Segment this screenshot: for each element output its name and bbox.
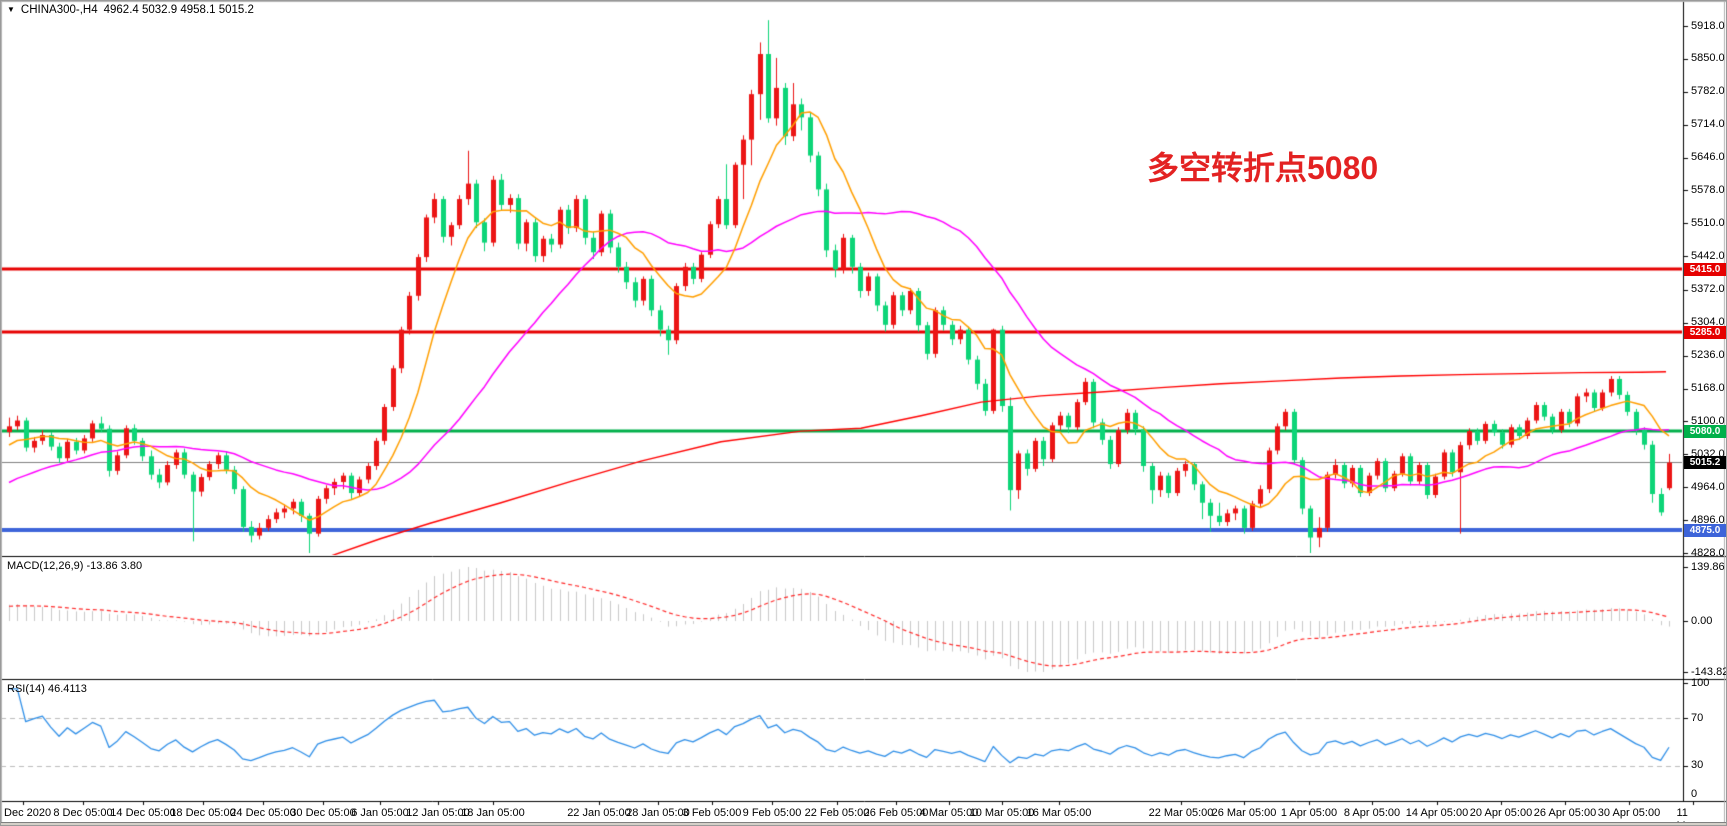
price-axis-tick: 5850.0 xyxy=(1691,52,1725,65)
rsi-indicator-label: RSI(14) 46.4113 xyxy=(7,683,87,695)
rsi-axis-tick: 100 xyxy=(1691,676,1710,689)
price-axis-tick: 5236.0 xyxy=(1691,349,1725,362)
time-axis-label: 1 Apr 05:00 xyxy=(1280,807,1338,819)
time-axis-label: 4 Mar 05:00 xyxy=(919,807,979,819)
price-axis-tick: 5918.0 xyxy=(1691,19,1725,32)
time-axis-label: 26 Mar 05:00 xyxy=(1211,807,1277,819)
time-axis-label: 14 Dec 05:00 xyxy=(110,807,176,819)
time-axis-label: 24 Dec 05:00 xyxy=(230,807,296,819)
time-axis-label: 20 Apr 05:00 xyxy=(1469,807,1533,819)
symbol-period-label: CHINA300-,H4 xyxy=(20,4,98,16)
chart-annotation-text: 多空转折点5080 xyxy=(1147,150,1379,186)
rsi-axis-tick: 30 xyxy=(1691,759,1704,772)
time-axis-label: 28 Jan 05:00 xyxy=(626,807,690,819)
ohlc-values: 4962.4 5032.9 4958.1 5015.2 xyxy=(103,4,254,16)
time-axis-label: 26 Feb 05:00 xyxy=(863,807,929,819)
time-axis-label: 8 Apr 05:00 xyxy=(1343,807,1401,819)
time-axis-label: 9 Feb 05:00 xyxy=(742,807,802,819)
price-axis-tick: 5578.0 xyxy=(1691,183,1725,196)
time-axis-label: 30 Apr 05:00 xyxy=(1597,807,1661,819)
time-axis-label: 6 Jan 05:00 xyxy=(351,807,409,819)
price-axis-tick: 5168.0 xyxy=(1691,382,1725,395)
price-axis-tick: 4828.0 xyxy=(1691,546,1725,559)
time-axis-label: 8 Dec 05:00 xyxy=(53,807,113,819)
price-level-tag: 5080.0 xyxy=(1684,424,1726,438)
time-axis-label: 22 Jan 05:00 xyxy=(567,807,631,819)
macd-axis-tick: 139.86 xyxy=(1691,560,1725,573)
time-axis-label: 14 Apr 05:00 xyxy=(1405,807,1469,819)
time-axis-label: 3 Feb 05:00 xyxy=(682,807,742,819)
price-axis-tick: 5442.0 xyxy=(1691,249,1725,262)
chart-title: ▼ CHINA300-,H4 4962.4 5032.9 4958.1 5015… xyxy=(7,4,254,16)
price-axis-tick: 5304.0 xyxy=(1691,316,1725,329)
price-axis-tick: 5100.0 xyxy=(1691,414,1725,427)
horizontal-scrollbar-area[interactable] xyxy=(1,822,1726,825)
price-axis-tick: 5714.0 xyxy=(1691,118,1725,131)
current-price-tag: 5015.2 xyxy=(1684,455,1726,469)
time-axis-label: 22 Mar 05:00 xyxy=(1148,807,1214,819)
price-axis-tick: 5510.0 xyxy=(1691,216,1725,229)
price-level-tag: 5285.0 xyxy=(1684,325,1726,339)
time-axis-label: 18 Jan 05:00 xyxy=(461,807,525,819)
time-axis-label: 12 Jan 05:00 xyxy=(406,807,470,819)
rsi-axis-tick: 70 xyxy=(1691,711,1704,724)
macd-axis-tick: -143.82 xyxy=(1691,665,1727,678)
price-axis-tick: 5646.0 xyxy=(1691,151,1725,163)
price-axis-tick: 4896.0 xyxy=(1691,513,1725,526)
price-axis-tick: 5372.0 xyxy=(1691,283,1725,296)
macd-indicator-label: MACD(12,26,9) -13.86 3.80 xyxy=(7,560,143,572)
time-axis-label: 30 Dec 05:00 xyxy=(290,807,356,819)
price-level-tag: 5415.0 xyxy=(1684,262,1726,276)
price-axis-tick: 5782.0 xyxy=(1691,85,1725,98)
rsi-axis-tick: 0 xyxy=(1691,787,1698,800)
price-axis-tick: 4964.0 xyxy=(1691,480,1725,493)
time-axis-label: 16 Mar 05:00 xyxy=(1026,807,1092,819)
time-axis-label: 2 Dec 2020 xyxy=(0,807,52,819)
macd-axis-tick: 0.00 xyxy=(1691,614,1713,627)
time-axis-label: 10 Mar 05:00 xyxy=(969,807,1035,819)
price-level-tag: 4875.0 xyxy=(1684,523,1726,537)
symbol-dropdown-icon[interactable]: ▼ xyxy=(7,5,15,14)
time-axis-label: 26 Apr 05:00 xyxy=(1533,807,1597,819)
time-axis-label: 18 Dec 05:00 xyxy=(170,807,236,819)
time-axis-label: 22 Feb 05:00 xyxy=(804,807,870,819)
